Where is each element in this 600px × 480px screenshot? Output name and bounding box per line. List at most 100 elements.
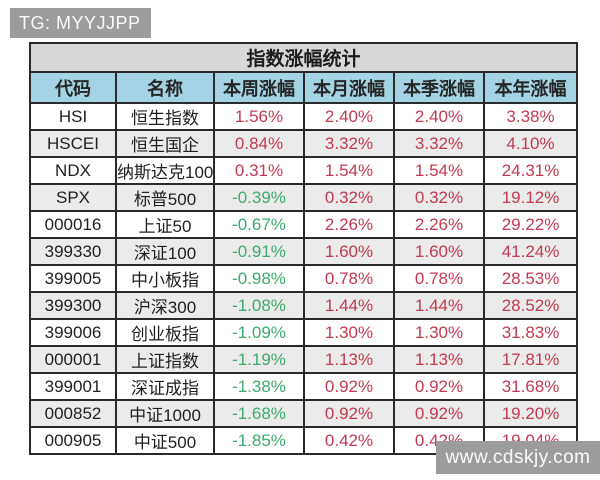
cell-month: 1.60% xyxy=(303,237,395,266)
cell-name: 中小板指 xyxy=(115,264,215,293)
cell-name: 深证成指 xyxy=(115,372,215,401)
cell-month: 1.54% xyxy=(303,156,395,185)
cell-week: 0.31% xyxy=(213,156,305,185)
cell-quarter: 0.32% xyxy=(393,183,485,212)
cell-year: 31.68% xyxy=(482,372,579,401)
cell-month: 3.32% xyxy=(303,129,395,158)
table-row: 399330 深证100 -0.91% 1.60% 1.60% 41.24% xyxy=(29,237,579,266)
cell-name: 沪深300 xyxy=(115,291,215,320)
cell-year: 29.22% xyxy=(482,210,579,239)
table-row: HSI 恒生指数 1.56% 2.40% 2.40% 3.38% xyxy=(29,102,579,131)
cell-name: 纳斯达克100 xyxy=(115,156,215,185)
table-row: 399001 深证成指 -1.38% 0.92% 0.92% 31.68% xyxy=(29,372,579,401)
table-row: 000905 中证500 -1.85% 0.42% 0.42% 19.04% xyxy=(29,426,579,455)
cell-week: -0.98% xyxy=(213,264,305,293)
table-row: NDX 纳斯达克100 0.31% 1.54% 1.54% 24.31% xyxy=(29,156,579,185)
cell-week: -1.38% xyxy=(213,372,305,401)
site-watermark-badge: www.cdskjy.com xyxy=(436,441,600,474)
cell-week: -1.08% xyxy=(213,291,305,320)
cell-year: 31.83% xyxy=(482,318,579,347)
table-row: HSCEI 恒生国企 0.84% 3.32% 3.32% 4.10% xyxy=(29,129,579,158)
cell-year: 28.52% xyxy=(482,291,579,320)
table-title-row: 指数涨幅统计 xyxy=(28,42,579,73)
cell-code: 399005 xyxy=(29,264,117,293)
cell-week: -1.85% xyxy=(213,426,305,455)
column-header: 本月涨幅 xyxy=(303,71,395,104)
cell-quarter: 1.44% xyxy=(393,291,485,320)
column-header: 本周涨幅 xyxy=(213,71,305,104)
cell-name: 上证50 xyxy=(115,210,215,239)
tg-handle-badge: TG: MYYJJPP xyxy=(10,8,151,38)
table-title: 指数涨幅统计 xyxy=(28,42,579,73)
cell-quarter: 1.60% xyxy=(393,237,485,266)
cell-week: -0.39% xyxy=(213,183,305,212)
cell-quarter: 1.54% xyxy=(393,156,485,185)
index-gain-table: 指数涨幅统计 代码 名称 本周涨幅 本月涨幅 本季涨幅 本年涨幅 HSI 恒生指数 1.56%… xyxy=(28,42,579,455)
cell-code: 399001 xyxy=(29,372,117,401)
cell-week: 1.56% xyxy=(213,102,305,131)
cell-month: 0.92% xyxy=(303,372,395,401)
table-row: 399006 创业板指 -1.09% 1.30% 1.30% 31.83% xyxy=(29,318,579,347)
column-header-row: 代码 名称 本周涨幅 本月涨幅 本季涨幅 本年涨幅 xyxy=(29,71,579,104)
cell-year: 19.12% xyxy=(482,183,579,212)
cell-year: 28.53% xyxy=(482,264,579,293)
column-header: 名称 xyxy=(115,71,215,104)
cell-code: 399006 xyxy=(29,318,117,347)
cell-year: 19.20% xyxy=(482,399,579,428)
table-body: HSI 恒生指数 1.56% 2.40% 2.40% 3.38% HSCEI 恒生国企 0.84… xyxy=(29,102,579,455)
cell-year: 3.38% xyxy=(482,102,579,131)
cell-month: 1.13% xyxy=(303,345,395,374)
cell-code: 000016 xyxy=(29,210,117,239)
cell-week: -0.67% xyxy=(213,210,305,239)
cell-quarter: 2.26% xyxy=(393,210,485,239)
cell-quarter: 0.92% xyxy=(393,372,485,401)
table-row: 399300 沪深300 -1.08% 1.44% 1.44% 28.52% xyxy=(29,291,579,320)
cell-name: 创业板指 xyxy=(115,318,215,347)
cell-name: 恒生指数 xyxy=(115,102,215,131)
table-row: 000852 中证1000 -1.68% 0.92% 0.92% 19.20% xyxy=(29,399,579,428)
cell-name: 恒生国企 xyxy=(115,129,215,158)
cell-quarter: 1.30% xyxy=(393,318,485,347)
cell-quarter: 2.40% xyxy=(393,102,485,131)
cell-code: HSI xyxy=(29,102,117,131)
cell-month: 0.32% xyxy=(303,183,395,212)
cell-name: 标普500 xyxy=(115,183,215,212)
table-row: 000016 上证50 -0.67% 2.26% 2.26% 29.22% xyxy=(29,210,579,239)
cell-month: 1.44% xyxy=(303,291,395,320)
cell-year: 24.31% xyxy=(482,156,579,185)
cell-week: -0.91% xyxy=(213,237,305,266)
cell-name: 中证1000 xyxy=(115,399,215,428)
cell-quarter: 0.78% xyxy=(393,264,485,293)
cell-month: 0.42% xyxy=(303,426,395,455)
table-row: SPX 标普500 -0.39% 0.32% 0.32% 19.12% xyxy=(29,183,579,212)
cell-week: -1.09% xyxy=(213,318,305,347)
cell-week: 0.84% xyxy=(213,129,305,158)
cell-code: NDX xyxy=(29,156,117,185)
cell-code: SPX xyxy=(29,183,117,212)
column-header: 本年涨幅 xyxy=(482,71,579,104)
table-head: 指数涨幅统计 代码 名称 本周涨幅 本月涨幅 本季涨幅 本年涨幅 xyxy=(28,42,579,104)
cell-quarter: 3.32% xyxy=(393,129,485,158)
column-header: 本季涨幅 xyxy=(393,71,485,104)
cell-month: 0.92% xyxy=(303,399,395,428)
cell-month: 1.30% xyxy=(303,318,395,347)
table-row: 399005 中小板指 -0.98% 0.78% 0.78% 28.53% xyxy=(29,264,579,293)
cell-month: 2.40% xyxy=(303,102,395,131)
table-row: 000001 上证指数 -1.19% 1.13% 1.13% 17.81% xyxy=(29,345,579,374)
cell-name: 上证指数 xyxy=(115,345,215,374)
column-header: 代码 xyxy=(29,71,117,104)
cell-quarter: 0.92% xyxy=(393,399,485,428)
cell-code: HSCEI xyxy=(29,129,117,158)
cell-name: 深证100 xyxy=(115,237,215,266)
cell-year: 17.81% xyxy=(482,345,579,374)
cell-month: 2.26% xyxy=(303,210,395,239)
cell-week: -1.68% xyxy=(213,399,305,428)
cell-code: 399330 xyxy=(29,237,117,266)
cell-code: 000001 xyxy=(29,345,117,374)
cell-week: -1.19% xyxy=(213,345,305,374)
cell-month: 0.78% xyxy=(303,264,395,293)
cell-year: 4.10% xyxy=(482,129,579,158)
cell-quarter: 1.13% xyxy=(393,345,485,374)
cell-name: 中证500 xyxy=(115,426,215,455)
cell-year: 41.24% xyxy=(482,237,579,266)
